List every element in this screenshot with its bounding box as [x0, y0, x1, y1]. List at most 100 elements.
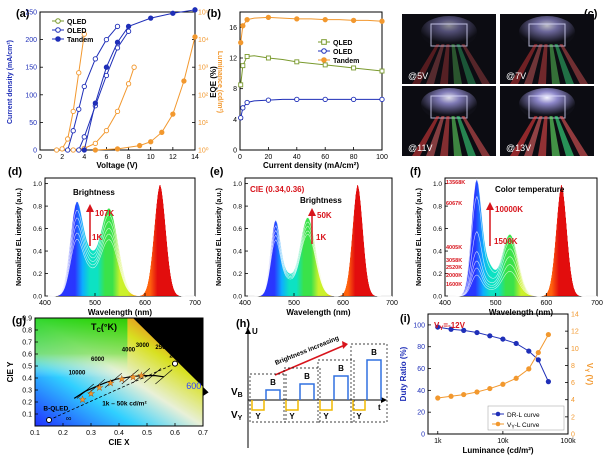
iso-temperature-line [144, 368, 162, 384]
point-oled [265, 97, 272, 103]
color-temperature-annotation: Color temperature [495, 185, 565, 194]
y-axis-label: Normalized EL intensity (a.u.) [216, 188, 223, 286]
x-tick-label: 14 [191, 154, 199, 161]
yellow-pulse-label: Y [289, 412, 295, 421]
temperature-curve-label: 3058K [446, 258, 462, 264]
y-tick-label: 16 [229, 25, 237, 32]
panel-h-label: (h) [236, 318, 250, 330]
yr-tick-label: 10² [198, 92, 209, 99]
chromaticity-point: ★ [107, 378, 115, 388]
y-tick-label: 0.2 [433, 271, 442, 278]
x-axis-label: Luminance (cd/m²) [462, 446, 533, 455]
temperature-label: 2500 [155, 345, 169, 351]
photo-light-strip [451, 44, 462, 84]
temperature-curve-label: 13568K [446, 180, 465, 186]
point-qled-right [76, 106, 82, 112]
spectrum-curve [445, 183, 597, 297]
panel-f-plot: 400 500 600 700 0.0 0.2 0.4 0.6 0.8 1.0 Wavelength… [416, 177, 603, 317]
point-qled [244, 54, 250, 59]
point-oled-left [114, 108, 121, 115]
point-tandem-left [92, 147, 99, 153]
y-tick-label: 0.4 [233, 249, 242, 256]
vy-l-point [487, 385, 493, 392]
panel-b-legend: QLED OLED Tandem [318, 39, 359, 65]
blue-pulse-label: B [371, 348, 377, 357]
chromaticity-point: ★ [118, 374, 126, 384]
panel-b-x-ticks: 0 20 40 60 80 100 [238, 147, 388, 161]
series-line-tandem-left [95, 36, 196, 151]
y-tick-label: 0.0 [433, 294, 442, 301]
point-tandem-left [136, 142, 143, 149]
x-tick-label: 80 [350, 154, 358, 161]
y-tick-label: 12 [229, 56, 237, 63]
yr-tick-label: 10⁵ [198, 10, 209, 17]
photo-glow [519, 88, 575, 120]
dr-l-curve [437, 326, 549, 382]
point-tandem-right [148, 15, 154, 21]
y-tick-label: 0.5 [22, 364, 32, 371]
mixing-line [48, 363, 176, 421]
blue-pulse [299, 383, 315, 400]
vy-l-point [513, 375, 519, 381]
brightness-arrow-head [308, 208, 316, 216]
panel-a-yr-ticks: 10⁰ 10¹ 10² 10³ 10⁴ 10⁵ [192, 10, 209, 155]
spectrum-curve [44, 183, 196, 297]
point-oled [244, 99, 250, 106]
photo-2: @7V [500, 14, 594, 84]
point-oled-left [92, 140, 99, 147]
point-qled-right [70, 128, 76, 134]
y-tick-label: 0.8 [22, 328, 32, 335]
iso-temperature-line [132, 368, 150, 384]
point-oled-right [125, 28, 132, 34]
panel-b-frame [239, 11, 383, 151]
panel-g-label: (g) [12, 315, 26, 327]
temperature-low-label: 1500K [494, 237, 518, 246]
y-axis-label-right: VY (V) [583, 363, 594, 386]
chromaticity-point: ★ [95, 383, 103, 393]
point-tandem-left [114, 146, 121, 152]
vy-l-point [461, 391, 467, 398]
dr-l-point [500, 336, 506, 342]
point-qled-left [53, 147, 60, 153]
photo-light-strip [510, 116, 538, 156]
b-qled-point [46, 417, 52, 423]
photo-light-strip [426, 44, 445, 84]
y-tick-label: 0 [421, 432, 425, 439]
x-tick-label: 0 [238, 154, 242, 161]
y-tick-label: 0.7 [22, 340, 32, 347]
panel-e-label: (e) [210, 166, 224, 178]
vy-l-curve [437, 334, 549, 399]
panel-d: (d) 400 500 600 700 0.0 0.2 0.4 0.6 0.8 1.0 Wavele… [8, 166, 201, 317]
y-tick-label: 4 [233, 117, 237, 124]
brightness-increasing-arrow-head [342, 341, 348, 349]
point-qled-right [114, 23, 121, 30]
vy-l-point [526, 366, 532, 372]
blue-pulse [265, 389, 281, 400]
panel-b-ylabel: EQE (%) [209, 66, 218, 98]
photo-voltage-label: @5V [408, 71, 428, 81]
photo-light-strip [524, 44, 543, 84]
y-tick-label: 40 [417, 388, 425, 395]
dr-l-point [535, 357, 541, 363]
y-tick-label: 0.3 [22, 388, 32, 395]
photo-glow [421, 88, 477, 120]
x-tick-label: 700 [189, 300, 201, 307]
photo-light-strip [554, 116, 574, 156]
temperature-high-label: 10000K [495, 205, 523, 214]
point-oled [238, 115, 244, 121]
iso-temperature-line [155, 369, 173, 385]
t-axis-arrow [381, 397, 387, 403]
chromaticity-point: ★ [137, 371, 145, 381]
x-tick-label: 500 [490, 300, 502, 307]
x-tick-label: 400 [439, 300, 451, 307]
x-tick-label: 4 [82, 154, 86, 161]
photo-light-strip [456, 116, 476, 156]
x-tick-label: 0.4 [114, 430, 124, 437]
vy-l-point [500, 381, 506, 387]
panel-a-legend-qled: QLED [67, 19, 86, 26]
point-oled-left [103, 128, 110, 134]
yellow-pulse [352, 400, 366, 411]
